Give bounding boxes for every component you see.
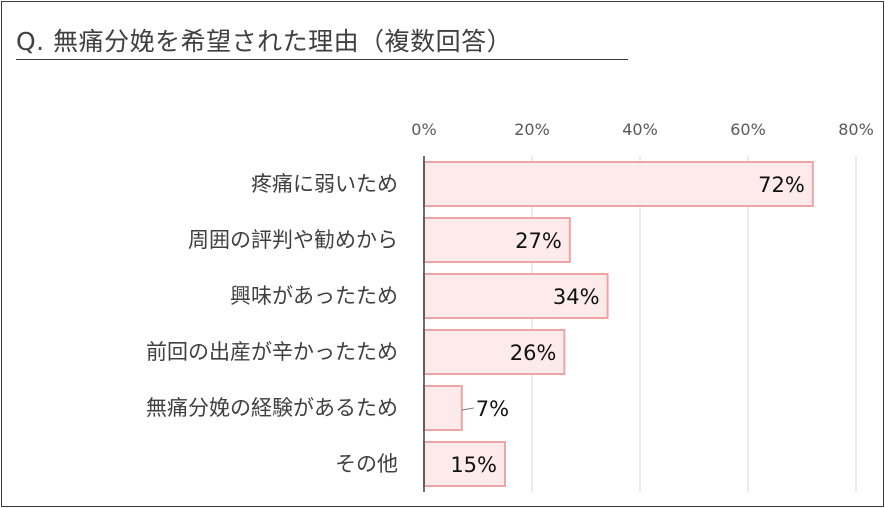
bar — [423, 217, 571, 263]
data-label: 34% — [553, 285, 600, 309]
x-tick-label: 80% — [838, 120, 874, 139]
x-tick-label: 60% — [730, 120, 766, 139]
x-tick-label: 20% — [514, 120, 550, 139]
category-label: 興味があったため — [230, 284, 398, 308]
data-label: 72% — [758, 173, 805, 197]
x-tick-label: 0% — [411, 120, 436, 139]
data-labels: 72% 27% 34% 26% 7% 15% — [450, 173, 804, 477]
bar — [423, 441, 506, 487]
data-label-leader — [461, 407, 474, 411]
category-label: 疼痛に弱いため — [251, 172, 398, 196]
title-underline — [16, 59, 628, 60]
bar — [423, 273, 609, 319]
x-tick-labels: 0% 20% 40% 60% 80% — [411, 120, 873, 139]
category-label: その他 — [335, 452, 398, 476]
bar — [423, 329, 566, 375]
chart-title: Q. 無痛分娩を希望された理由（複数回答） — [16, 27, 513, 56]
category-labels: 疼痛に弱いため周囲の評判や勧めから興味があったため前回の出産が辛かったため無痛分… — [146, 172, 398, 476]
bars — [423, 161, 814, 487]
bar — [423, 385, 463, 431]
data-label: 27% — [515, 229, 562, 253]
data-label: 26% — [510, 341, 557, 365]
category-label: 前回の出産が辛かったため — [146, 340, 398, 364]
x-tick-label: 40% — [622, 120, 658, 139]
gridlines — [531, 156, 857, 492]
category-label: 周囲の評判や勧めから — [188, 228, 398, 252]
data-label: 7% — [476, 397, 509, 421]
bar — [423, 161, 814, 207]
category-label: 無痛分娩の経験があるため — [146, 396, 398, 420]
data-label: 15% — [450, 453, 497, 477]
